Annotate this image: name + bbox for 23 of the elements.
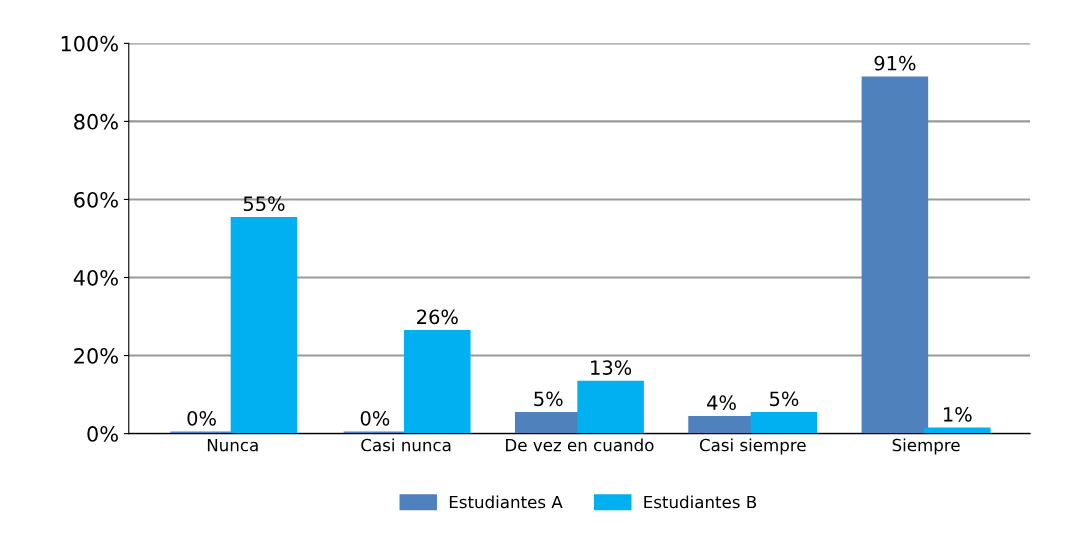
legend-label: Estudiantes A xyxy=(449,495,563,509)
y-tick-label: 20% xyxy=(74,348,118,364)
x-tick-label: Casi nunca xyxy=(361,438,451,452)
y-tick-label: 40% xyxy=(73,269,118,286)
data-label: 0% xyxy=(360,410,390,426)
x-tick-label: Nunca xyxy=(207,438,258,452)
data-label: 5% xyxy=(534,391,563,407)
x-tick-label: Siempre xyxy=(892,438,960,455)
data-label: 5% xyxy=(770,391,799,407)
x-tick-label: Casi siempre xyxy=(699,438,806,455)
y-tick-label: 80% xyxy=(74,113,118,130)
data-label: 13% xyxy=(591,360,632,375)
x-tick-label: De vez en cuando xyxy=(506,438,654,452)
data-label: 0% xyxy=(187,410,216,426)
data-label: 4% xyxy=(707,395,736,411)
data-label: 91% xyxy=(874,55,916,71)
data-label: 55% xyxy=(243,196,285,212)
y-tick-label: 60% xyxy=(74,191,118,208)
data-label: 1% xyxy=(943,407,972,422)
y-tick-label: 100% xyxy=(61,35,118,52)
data-label: 26% xyxy=(417,309,458,325)
legend-label: Estudiantes B xyxy=(644,495,757,509)
y-tick-label: 0% xyxy=(87,426,118,442)
